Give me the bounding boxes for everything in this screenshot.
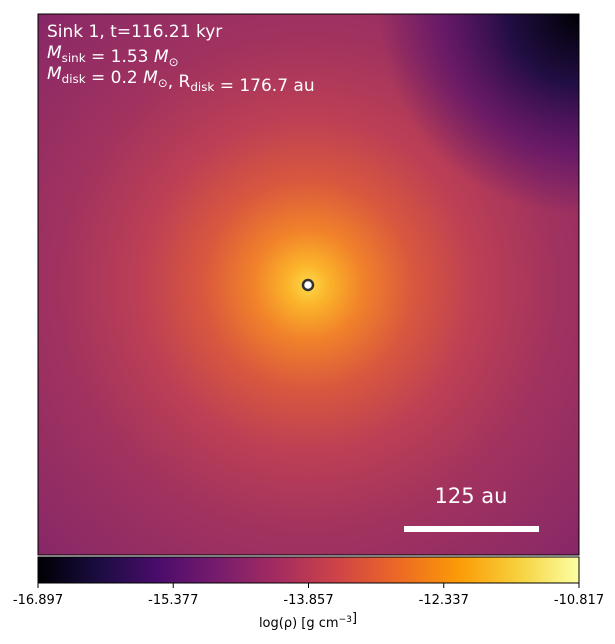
text-part: , R [168,72,191,92]
scale-bar-label: 125 au [435,484,508,508]
text-line: Msink = 1.53 M⊙ [47,43,179,69]
text-line: Sink 1, t=116.21 kyr [47,22,222,42]
text-part: M [47,64,62,84]
colorbar-tick-label: -12.337 [419,593,469,608]
text-part: M [47,43,62,63]
axes-frame [37,13,580,556]
subscript: ⊙ [158,76,168,90]
colorbar-tick-label: -13.857 [283,593,333,608]
text-part: = 1.53 [86,47,154,67]
subscript: disk [62,72,86,86]
superscript: −3 [339,615,353,625]
colorbar-tick-label: -10.817 [554,593,604,608]
text-line: log(ρ) [g cm−3] [259,611,357,631]
colorbar [37,556,580,584]
text-part: M [154,47,169,67]
text-part: = 176.7 au [214,76,314,96]
text-line: Mdisk = 0.2 M⊙, Rdisk = 176.7 au [47,64,315,96]
text-part: log(ρ) [g cm [259,616,339,631]
colorbar-tick-label: -16.897 [13,593,63,608]
text-part: = 0.2 [86,68,144,88]
subscript: disk [190,80,214,94]
subscript: ⊙ [169,55,179,69]
text-part: M [143,68,158,88]
text-part: ] [352,611,357,626]
colorbar-tick-label: -15.377 [148,593,198,608]
sink-marker [301,278,315,292]
text-part: Sink 1, t=116.21 kyr [47,22,222,42]
subscript: sink [62,51,86,65]
